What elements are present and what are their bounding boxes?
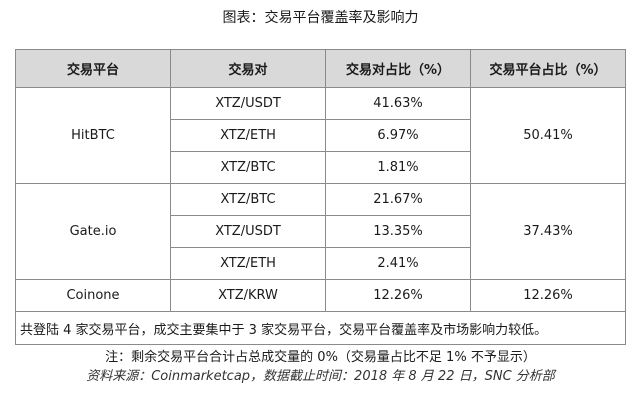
platform-table: 交易平台 交易对 交易对占比（%） 交易平台占比（%） HitBTC XTZ/U… bbox=[15, 49, 626, 345]
table-row: XTZ/USDT 13.35% bbox=[16, 215, 626, 248]
platform-name: Gate.io bbox=[15, 183, 171, 280]
summary-row: 共登陆 4 家交易平台，成交主要集中于 3 家交易平台，交易平台覆盖率及市场影响… bbox=[15, 311, 626, 345]
platform-share: 50.41% bbox=[470, 87, 626, 184]
table-row: XTZ/BTC 1.81% bbox=[16, 151, 626, 184]
pair-cell: XTZ/KRW bbox=[170, 279, 326, 312]
source-line: 资料来源：Coinmarketcap，数据截止时间：2018 年 8 月 22 … bbox=[86, 369, 555, 384]
table-row: XTZ/ETH 2.41% bbox=[16, 247, 626, 280]
pair-cell: XTZ/USDT bbox=[170, 215, 326, 248]
header-row: 交易平台 交易对 交易对占比（%） 交易平台占比（%） bbox=[15, 49, 626, 88]
table-row: Coinone XTZ/KRW 12.26% 12.26% bbox=[15, 279, 626, 312]
table-row: HitBTC XTZ/USDT 41.63% 50.41% bbox=[15, 87, 626, 184]
pair-cell: XTZ/BTC bbox=[170, 183, 326, 216]
platform-share: 12.26% bbox=[470, 279, 626, 312]
header-pair: 交易对 bbox=[170, 49, 326, 88]
pair-share-cell: 2.41% bbox=[325, 247, 471, 280]
table-row: XTZ/ETH 6.97% bbox=[16, 119, 626, 152]
pair-share-cell: 13.35% bbox=[325, 215, 471, 248]
pair-cell: XTZ/BTC bbox=[170, 151, 326, 184]
pair-cell: XTZ/USDT bbox=[170, 87, 326, 120]
table-row: Gate.io XTZ/BTC 21.67% 37.43% bbox=[15, 183, 626, 280]
summary-text: 共登陆 4 家交易平台，成交主要集中于 3 家交易平台，交易平台覆盖率及市场影响… bbox=[15, 311, 626, 345]
pair-cell: XTZ/ETH bbox=[170, 247, 326, 280]
pair-share-cell: 12.26% bbox=[325, 279, 471, 312]
header-platform-share: 交易平台占比（%） bbox=[470, 49, 626, 88]
chart-title: 图表：交易平台覆盖率及影响力 bbox=[222, 10, 419, 26]
pair-share-cell: 1.81% bbox=[325, 151, 471, 184]
header-pair-share: 交易对占比（%） bbox=[325, 49, 471, 88]
pair-share-cell: 6.97% bbox=[325, 119, 471, 152]
header-platform: 交易平台 bbox=[15, 49, 171, 88]
platform-name: HitBTC bbox=[15, 87, 171, 184]
platform-share: 37.43% bbox=[470, 183, 626, 280]
platform-name: Coinone bbox=[15, 279, 171, 312]
footnote: 注：剩余交易平台合计占总成交量的 0%（交易量占比不足 1% 不予显示） bbox=[105, 350, 536, 365]
pair-share-cell: 41.63% bbox=[325, 87, 471, 120]
pair-share-cell: 21.67% bbox=[325, 183, 471, 216]
pair-cell: XTZ/ETH bbox=[170, 119, 326, 152]
